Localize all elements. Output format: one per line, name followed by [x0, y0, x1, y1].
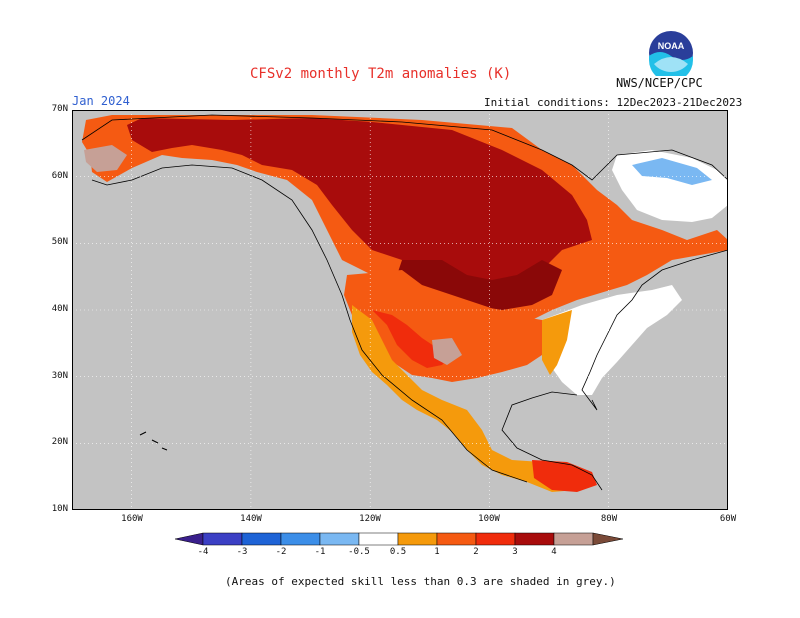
- colorbar-label: -0.5: [348, 547, 370, 557]
- field-texas-4-5K: [432, 338, 462, 365]
- lat-label: 60N: [51, 171, 68, 181]
- field-core-north-plains: [397, 260, 562, 310]
- coastline: [81, 114, 728, 491]
- anomaly-fields: [82, 115, 728, 492]
- colorbar-label: 2: [473, 547, 479, 557]
- colorbar-label: -4: [197, 547, 209, 557]
- colorbar-label: -2: [275, 547, 287, 557]
- field-hudson-cool: [632, 158, 712, 185]
- colorbar-swatch: [358, 532, 399, 546]
- map-title: CFSv2 monthly T2m anomalies (K): [250, 66, 512, 82]
- hawaii-islands: [139, 431, 168, 451]
- lat-label: 30N: [51, 371, 68, 381]
- logo-text: NOAA: [658, 41, 685, 51]
- colorbar-label: 3: [512, 547, 518, 557]
- lon-label: 120W: [359, 514, 381, 524]
- noaa-logo-icon: NOAA: [649, 31, 693, 76]
- map-frame: [72, 110, 728, 510]
- colorbar-swatch: [241, 532, 282, 546]
- field-southwest: [372, 310, 452, 368]
- lat-label: 40N: [51, 304, 68, 314]
- colorbar-swatch: [475, 532, 516, 546]
- colorbar-label: -3: [236, 547, 248, 557]
- colorbar: [175, 532, 624, 546]
- lon-label: 140W: [240, 514, 262, 524]
- lat-label: 10N: [51, 504, 68, 514]
- graticule: [72, 110, 728, 510]
- lon-label: 60W: [719, 514, 737, 524]
- colorbar-swatch: [319, 532, 360, 546]
- colorbar-arrow-high: [592, 532, 624, 546]
- field-east-us-normal: [542, 285, 682, 395]
- lon-label: 160W: [121, 514, 143, 524]
- colorbar-label: 1: [434, 547, 440, 557]
- initial-conditions: Initial conditions: 12Dec2023-21Dec2023: [484, 96, 743, 109]
- colorbar-label: 4: [551, 547, 557, 557]
- colorbar-swatch: [553, 532, 594, 546]
- lat-label: 20N: [51, 437, 68, 447]
- agency-label: NWS/NCEP/CPC: [616, 76, 703, 90]
- lon-label: 80W: [600, 514, 618, 524]
- colorbar-swatch: [202, 532, 243, 546]
- field-3-4K: [127, 118, 592, 290]
- field-us-central: [344, 270, 552, 382]
- anomaly-map: [72, 110, 728, 510]
- field-appalachian-warm: [542, 310, 572, 375]
- colorbar-swatch: [436, 532, 477, 546]
- skill-footnote: (Areas of expected skill less than 0.3 a…: [225, 575, 616, 588]
- colorbar-arrow-low: [175, 532, 204, 546]
- colorbar-label: 0.5: [389, 547, 407, 557]
- colorbar-swatch: [397, 532, 438, 546]
- field-alaska-4-5K: [84, 145, 127, 172]
- colorbar-swatch: [280, 532, 321, 546]
- lat-label: 50N: [51, 237, 68, 247]
- colorbar-label: -1: [314, 547, 326, 557]
- field-central-america: [532, 460, 597, 492]
- lon-label: 100W: [478, 514, 500, 524]
- forecast-month: Jan 2024: [72, 94, 130, 108]
- lat-label: 70N: [51, 104, 68, 114]
- colorbar-swatch: [514, 532, 555, 546]
